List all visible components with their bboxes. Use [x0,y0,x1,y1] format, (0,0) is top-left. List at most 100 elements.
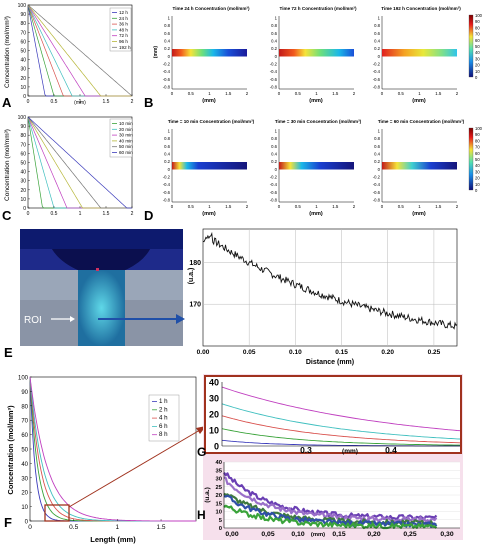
y-tick-label: 70 [21,419,28,425]
y-tick-label: 0 [214,442,219,452]
legend: 1 h2 h 4 h6 h8 h [152,398,168,438]
x-tick-label: 0 [27,99,30,105]
y-axis-label: (mm) [153,46,159,59]
grid [203,229,457,346]
colorbar-label: 0 [475,75,478,80]
y-tick-label: -0.4 [163,182,171,187]
colorbar-label: 80 [475,25,480,30]
colorbar-label: 90 [475,19,480,24]
legend-box [109,7,132,52]
colorbar-label: 60 [475,38,480,43]
concentration-strip [382,49,457,57]
y-tick-label: -0.8 [270,85,278,90]
experimental-curve [223,494,438,528]
x-tick-label: 0.20 [381,349,394,356]
x-axis-label: (mm) [309,98,323,104]
legend-label: 10 min [119,121,133,126]
y-tick-label: 35 [216,468,223,474]
intensity-profile-line [202,231,458,330]
x-tick-label: 0.15 [335,349,348,356]
x-tick-label: 0.3 [300,445,312,455]
heatmap-title: Time 24 h Concentration (mol/mm³) [173,6,250,11]
panel-letter: D [144,208,153,223]
x-axis-label: (mm) [412,98,426,104]
y-tick-label: 0.4 [374,39,380,44]
x-axis-label: Length (mm) [90,535,136,544]
y-tick-label: 0.2 [164,46,170,51]
y-tick-label: 0 [275,167,278,172]
x-tick-label: 2 [131,99,134,105]
y-tick-label: 1 [378,129,381,134]
y-tick-label: 0.2 [271,159,277,164]
legend-label: 2 h [159,406,168,413]
colorbar-label: 30 [475,56,480,61]
y-tick-label: -0.4 [270,69,278,74]
y-tick-label: 0 [168,54,171,59]
y-ticks: 0 10 20 30 40 50 60 70 80 90 100 [18,115,30,212]
y-axis-label: (u.a.) [188,268,195,285]
x-tick-label: 0 [28,524,32,531]
y-tick-label: 0 [378,54,381,59]
y-tick-label: 0.6 [164,144,170,149]
y-ticks: 0 10 20 30 40 50 60 70 80 90 100 [18,3,30,100]
x-tick-label: 1 [418,91,421,96]
x-tick-label: 0.5 [295,204,302,209]
x-ticks: 0 0.5 1 1.5 [28,519,166,531]
y-tick-label: -0.6 [270,190,278,195]
legend-box [109,118,133,158]
legend-label: 60 min [119,150,133,155]
y-tick-label: -0.6 [163,190,171,195]
y-tick-label: -0.8 [163,198,171,203]
experimental-curve [223,476,438,523]
heatmap-3: Time 192 h Concentration (mol/mm³)10.80.… [373,6,461,104]
y-tick-label: 0 [275,54,278,59]
y-axis-label: Concentration (mol/mm³) [6,405,15,495]
y-tick-label: 0.6 [271,144,277,149]
x-tick-label: (mm) [311,532,325,538]
colorbar-label: 70 [475,145,480,150]
x-tick-label: 0.10 [289,349,302,356]
x-tick-label: (mm) [342,448,358,455]
x-tick-label: 0 [381,204,384,209]
y-tick-label: 90 [21,390,28,396]
y-tick-label: 30 [20,67,26,73]
y-axis-label: (u.a.) [204,487,211,503]
x-tick-label: 1 [208,204,211,209]
colorbar-label: 20 [475,63,480,68]
y-tick-label: 1 [168,16,171,21]
y-tick-label: 70 [20,30,26,36]
y-tick-label: 0.4 [164,39,170,44]
y-tick-label: 50 [21,448,28,454]
y-tick-label: 30 [20,179,26,185]
y-tick-label: -0.2 [163,175,171,180]
legend-label: 8 h [159,431,168,438]
legend-label: 72 h [119,33,128,38]
x-tick-label: 0.4 [385,445,397,455]
x-tick-label: 0.5 [188,204,195,209]
heatmaps: Time 24 h Concentration (mol/mm³)10.80.6… [153,6,483,104]
y-tick-label: -0.6 [373,77,381,82]
zoom-curve [221,428,460,446]
y-tick-label: 10 [20,85,26,91]
y-tick-label: 0 [168,167,171,172]
y-ticks: 180 170 [189,260,201,309]
colorbar-label: 100 [475,13,483,18]
y-axis-label: Concentration (mol/mm³) [4,129,11,201]
heatmap-1: Time = 10 min Concentration (mol/mm³) 1 0.… [163,119,255,217]
concentration-strip [382,162,457,170]
heatmap-title: Time 192 h Concentration (mol/mm³) [381,6,461,11]
x-ticks: 0 0.5 1 1.5 2 [27,206,134,217]
y-tick-label: 60 [20,151,26,157]
y-tick-label: 20 [20,188,26,194]
legend-label: 40 min [119,138,133,143]
panel-d: D Time = 10 min Concentration (mol/mm³) 1… [144,119,483,223]
y-tick-label: 10 [209,426,219,436]
x-tick-label: 0.5 [69,524,78,531]
y-tick-label: -0.2 [373,175,381,180]
heatmap-2: Time = 30 min Concentration (mol/mm³) 1 0.… [270,119,362,217]
x-tick-label: 0 [171,91,174,96]
roi-label: ROI [24,315,42,326]
curve-60-min [27,116,132,209]
colorbar-label: 60 [475,151,480,156]
